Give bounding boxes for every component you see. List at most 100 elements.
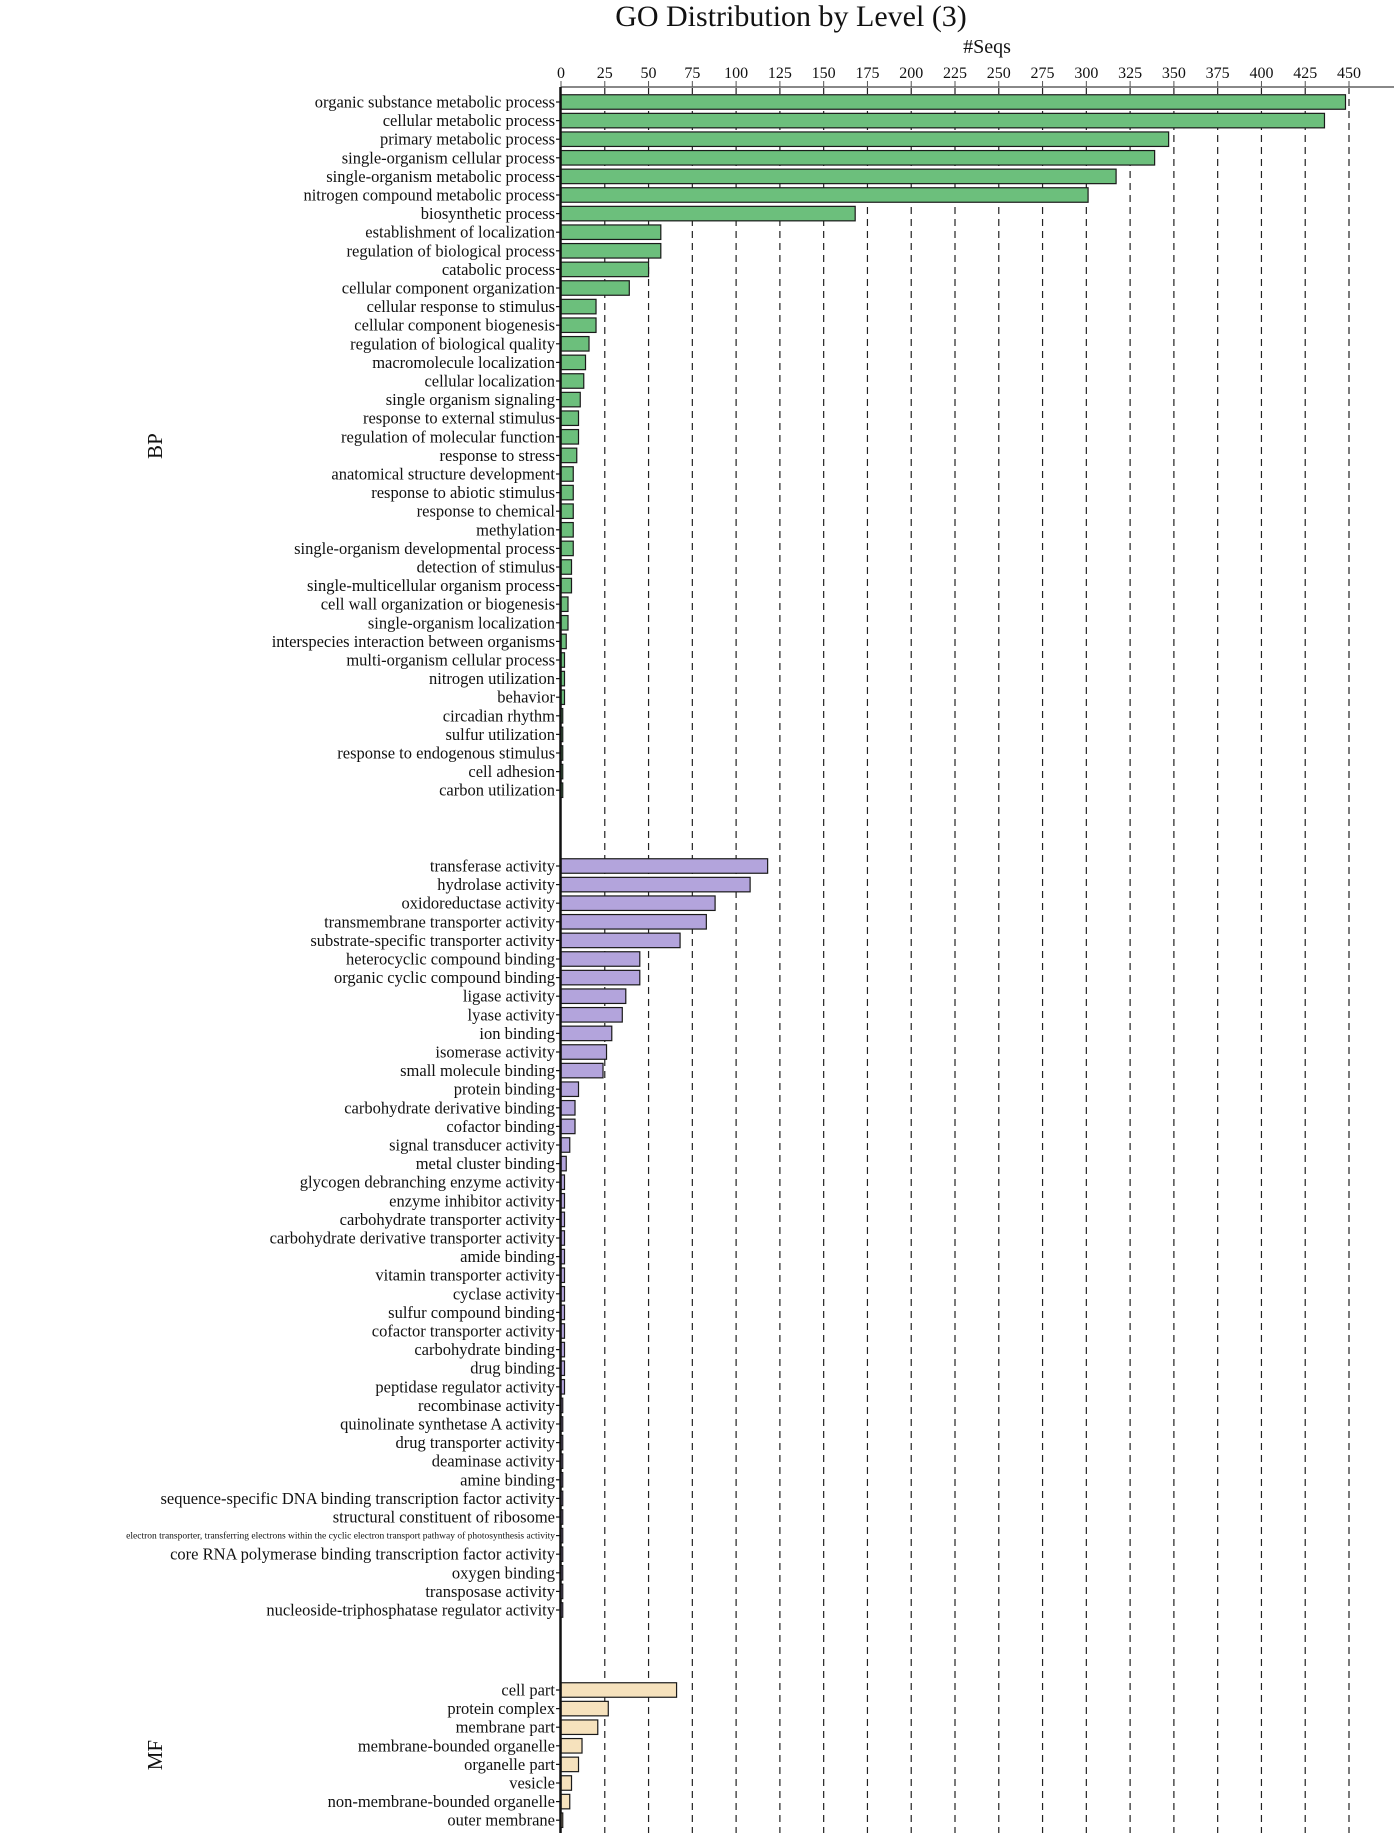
category-label: single organism signaling	[386, 390, 555, 409]
category-label: macromolecule localization	[372, 353, 555, 372]
bar	[560, 149, 1156, 166]
category-label: single-organism cellular process	[342, 148, 555, 167]
bar	[560, 447, 578, 464]
category-label: single-organism developmental process	[294, 539, 555, 558]
category-label: response to abiotic stimulus	[371, 483, 555, 502]
category-label: nucleoside-triphosphatase regulator acti…	[266, 1601, 555, 1620]
category-label: electron transporter, transferring elect…	[126, 1531, 555, 1542]
x-tick-label: 150	[812, 65, 836, 82]
category-label: response to external stimulus	[363, 409, 555, 428]
category-label: circadian rhythm	[443, 706, 555, 725]
bar	[560, 895, 716, 912]
bar	[560, 932, 681, 949]
bar	[560, 261, 650, 278]
category-label: cellular component biogenesis	[354, 316, 555, 335]
x-tick-label: 125	[768, 65, 792, 82]
category-label: transposase activity	[425, 1582, 555, 1601]
x-tick-label: 450	[1337, 65, 1361, 82]
category-label: protein complex	[447, 1699, 555, 1718]
category-label: biosynthetic process	[421, 204, 555, 223]
category-label: ion binding	[479, 1024, 555, 1043]
category-label: metal cluster binding	[416, 1154, 555, 1173]
category-label: cyclase activity	[453, 1284, 556, 1303]
category-label: signal transducer activity	[389, 1136, 556, 1155]
category-label: organelle part	[464, 1755, 555, 1774]
bar	[560, 858, 769, 874]
category-label: amide binding	[460, 1247, 555, 1266]
category-label: enzyme inhibitor activity	[389, 1191, 556, 1210]
bars	[560, 94, 1347, 1829]
bar	[560, 559, 573, 575]
category-label: regulation of biological quality	[350, 334, 556, 353]
category-label: nitrogen utilization	[429, 669, 555, 688]
bar	[560, 521, 574, 538]
bar	[560, 614, 569, 631]
bar	[560, 1155, 567, 1172]
category-label: response to endogenous stimulus	[337, 744, 555, 763]
bar	[560, 466, 574, 482]
category-label: detection of stimulus	[417, 558, 555, 577]
category-labels: organic substance metabolic processcellu…	[126, 93, 556, 1830]
category-label: carbohydrate binding	[414, 1340, 555, 1359]
category-label: recombinase activity	[418, 1396, 556, 1415]
category-label: regulation of biological process	[347, 241, 555, 260]
bar	[560, 354, 587, 371]
category-label: core RNA polymerase binding transcriptio…	[170, 1545, 556, 1564]
category-label: regulation of molecular function	[341, 427, 555, 446]
category-label: primary metabolic process	[380, 130, 555, 149]
category-label: sequence-specific DNA binding transcript…	[161, 1489, 556, 1508]
gridlines	[604, 87, 1350, 1833]
category-label: oxygen binding	[452, 1563, 555, 1582]
bar	[560, 1700, 609, 1717]
category-label: carbon utilization	[439, 781, 555, 800]
category-label: establishment of localization	[365, 223, 555, 242]
x-tick-label: 300	[1074, 65, 1098, 82]
category-label: cellular metabolic process	[383, 111, 555, 130]
category-label: small molecule binding	[400, 1061, 555, 1080]
category-label: lyase activity	[467, 1005, 555, 1024]
bar	[560, 913, 707, 930]
bar	[560, 1025, 613, 1042]
category-label: isomerase activity	[435, 1043, 555, 1062]
category-label: cofactor binding	[446, 1117, 555, 1136]
x-tick-label: 275	[1031, 65, 1055, 82]
bar	[560, 969, 641, 986]
category-label: carbohydrate derivative binding	[344, 1098, 555, 1117]
category-label: membrane-bounded organelle	[358, 1736, 555, 1755]
x-tick-label: 25	[597, 65, 613, 82]
bar	[560, 242, 662, 259]
bar	[560, 224, 662, 241]
category-label: ligase activity	[463, 987, 556, 1006]
group-label: BP	[143, 433, 167, 459]
category-label: cell part	[501, 1681, 555, 1700]
bar	[560, 335, 590, 352]
bar	[560, 280, 630, 296]
bar	[560, 876, 751, 893]
category-label: response to chemical	[417, 502, 556, 521]
bar	[560, 410, 580, 427]
category-label: peptidase regulator activity	[375, 1377, 555, 1396]
category-label: catabolic process	[442, 260, 555, 279]
bar	[560, 951, 641, 967]
category-label: methylation	[476, 520, 555, 539]
category-label: cellular response to stimulus	[367, 297, 555, 316]
x-tick-label: 250	[987, 65, 1011, 82]
chart-title: GO Distribution by Level (3)	[615, 0, 967, 33]
category-label: deaminase activity	[432, 1452, 556, 1471]
group-label: MF	[143, 1740, 167, 1770]
x-tick-label: 425	[1293, 65, 1317, 82]
category-label: substrate-specific transporter activity	[310, 931, 555, 950]
bar	[560, 988, 627, 1005]
bar	[560, 1118, 576, 1135]
category-label: cellular localization	[424, 372, 555, 391]
bar	[560, 1137, 571, 1153]
bar	[560, 168, 1117, 185]
category-label: single-organism metabolic process	[326, 167, 555, 186]
category-label: drug binding	[470, 1359, 555, 1378]
bar	[560, 1682, 678, 1698]
x-tick-label: 400	[1249, 65, 1273, 82]
bar	[560, 1081, 580, 1098]
bar	[560, 1099, 576, 1116]
x-tick-label: 225	[943, 65, 967, 82]
